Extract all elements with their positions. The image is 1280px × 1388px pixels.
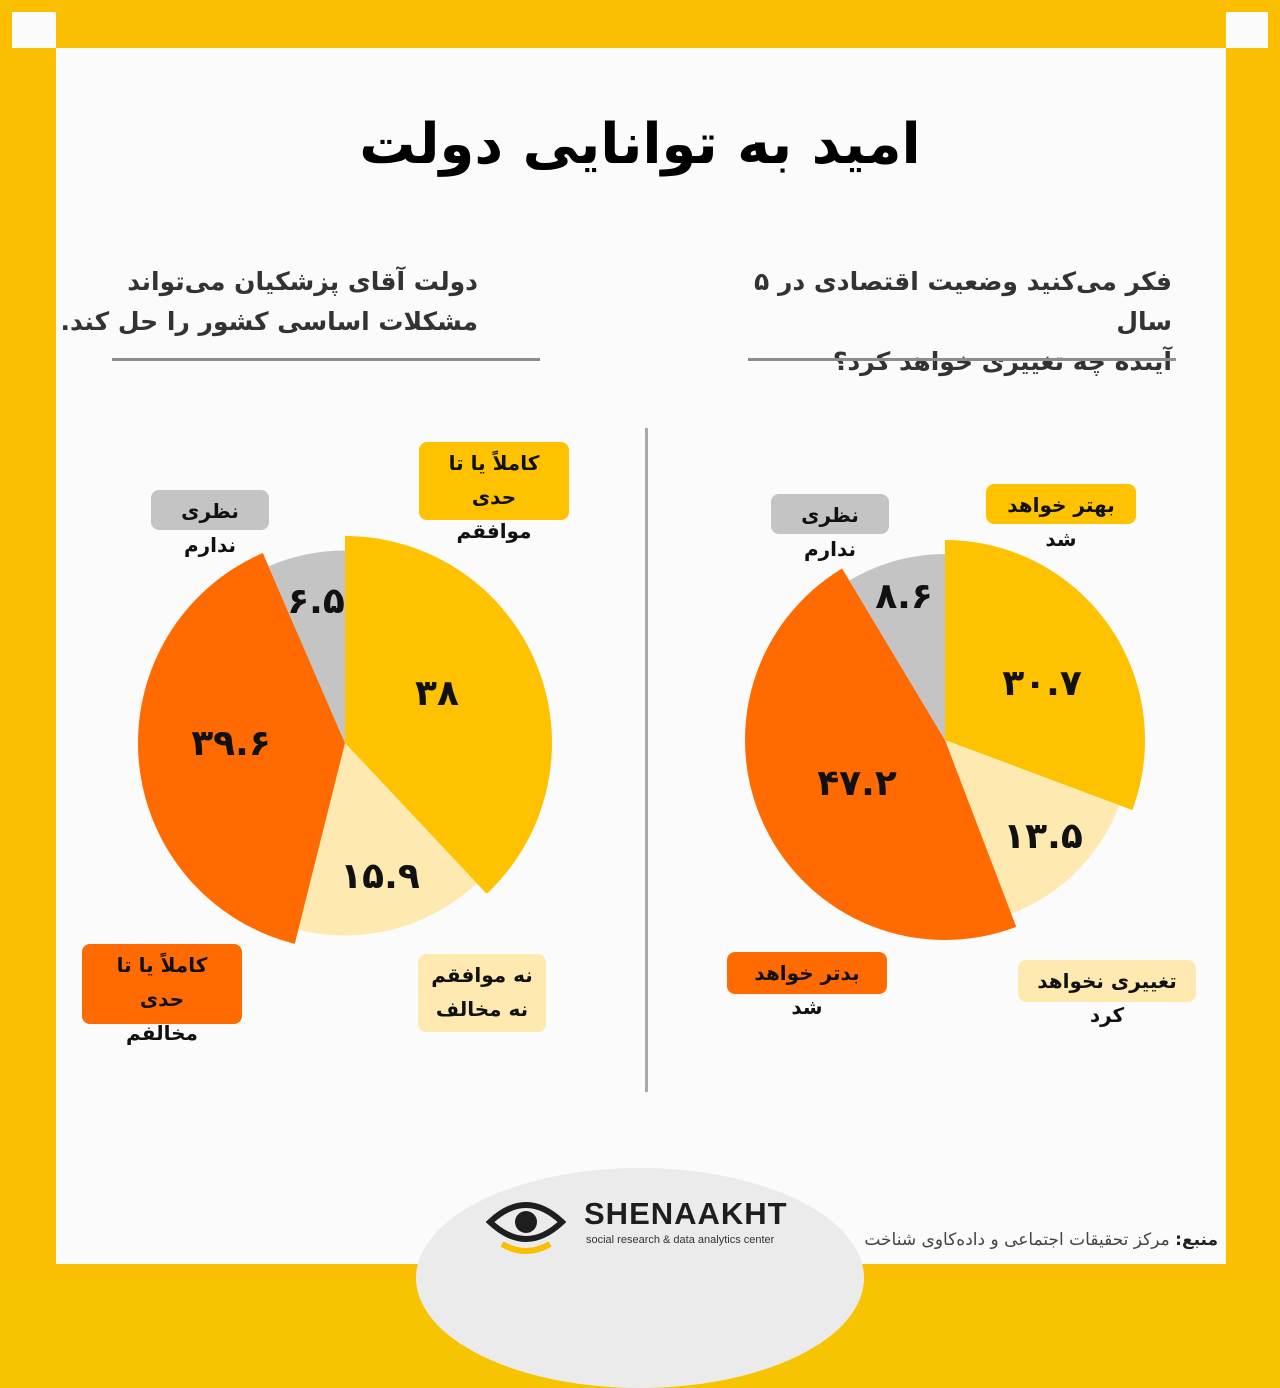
question-right-underline (748, 358, 1176, 361)
pie-charts: ۳۰.۷ ۱۳.۵ ۴۷.۲ ۸.۶ ۳۸ ۱۵.۹ ۳۹.۶ ۶.۵ (137, 536, 1145, 944)
legend-tag-right-1-line-0: تغییری نخواهد کرد (1037, 969, 1177, 1027)
source-credit: منبع: مرکز تحقیقات اجتماعی و داده‌کاوی ش… (860, 1230, 1218, 1250)
question-left-line-1: دولت آقای پزشکیان می‌تواند (127, 267, 478, 296)
pie-right-slice-2 (745, 568, 1017, 940)
brand-tagline: social research & data analytics center (586, 1234, 775, 1246)
source-label: منبع: (1175, 1230, 1218, 1250)
legend-tag-right-2-line-0: بدتر خواهد شد (754, 961, 860, 1019)
question-left: دولت آقای پزشکیان می‌تواند مشکلات اساسی … (30, 262, 478, 342)
legend-tag-left-2: کاملاً یا تا حدی مخالفم (82, 944, 242, 1045)
legend-tag-left-0: کاملاً یا تا حدی موافقم (419, 442, 569, 543)
legend-tag-left-2-line-1: مخالفم (126, 1021, 198, 1045)
eye-logo-icon (486, 1202, 566, 1254)
legend-tag-right-0-line-0: بهتر خواهد شد (1007, 493, 1115, 551)
legend-tag-right-2: بدتر خواهد شد (727, 952, 887, 1019)
source-text: مرکز تحقیقات اجتماعی و داده‌کاوی شناخت (864, 1230, 1170, 1250)
pie-right-slice-3 (849, 554, 945, 740)
legend-tag-left-1-line-1: نه مخالف (435, 997, 529, 1021)
legend-tag-left-1-line-0: نه موافقم (431, 963, 533, 987)
pie-right-value-label-2: ۴۷.۲ (817, 763, 897, 804)
pie-right-slice-0 (945, 540, 1145, 811)
pie-right-value-label-0: ۳۰.۷ (1002, 663, 1082, 704)
legend-tag-left-0-line-0: کاملاً یا تا حدی (448, 451, 540, 509)
pie-right-value-label-1: ۱۳.۵ (1003, 816, 1083, 857)
pie-left-slice-3 (268, 550, 345, 743)
pie-left-slice-0 (345, 536, 552, 894)
question-left-underline (112, 358, 540, 361)
legend-tag-right-0: بهتر خواهد شد (986, 484, 1136, 551)
page-title: امید به توانایی دولت (359, 112, 921, 177)
legend-tag-left-1: نه موافقم نه مخالف (418, 954, 546, 1032)
pie-left-value-label-0: ۳۸ (415, 673, 459, 714)
center-divider (645, 428, 648, 1092)
legend-tag-right-3: نظری ندارم (771, 494, 889, 561)
pie-left-value-label-3: ۶.۵ (287, 581, 345, 622)
question-right: فکر می‌کنید وضعیت اقتصادی در ۵ سال آینده… (700, 262, 1172, 382)
brand-name: SHENAAKHT (584, 1196, 788, 1231)
question-right-line-2: آینده چه تغییری خواهد کرد؟ (832, 347, 1172, 376)
legend-tag-left-3: نظری ندارم (151, 490, 269, 557)
question-left-line-2: مشکلات اساسی کشور را حل کند. (60, 307, 478, 336)
pie-left-slice-1 (298, 743, 477, 936)
pie-right-value-label-3: ۸.۶ (875, 576, 933, 617)
question-right-line-1: فکر می‌کنید وضعیت اقتصادی در ۵ سال (753, 267, 1172, 336)
legend-tag-right-1: تغییری نخواهد کرد (1018, 960, 1196, 1027)
legend-tag-left-3-line-0: نظری ندارم (181, 499, 239, 557)
pie-left-value-label-1: ۱۵.۹ (340, 856, 420, 897)
frame-notch-left (12, 12, 56, 48)
legend-tag-right-3-line-0: نظری ندارم (801, 503, 859, 561)
legend-tag-left-0-line-1: موافقم (456, 519, 532, 543)
pie-right-slice-1 (945, 740, 1120, 914)
pie-left-value-label-2: ۳۹.۶ (191, 723, 271, 764)
frame-notch-right (1226, 12, 1268, 48)
pie-left-slice-2 (137, 553, 345, 944)
legend-tag-left-2-line-0: کاملاً یا تا حدی (116, 953, 208, 1011)
